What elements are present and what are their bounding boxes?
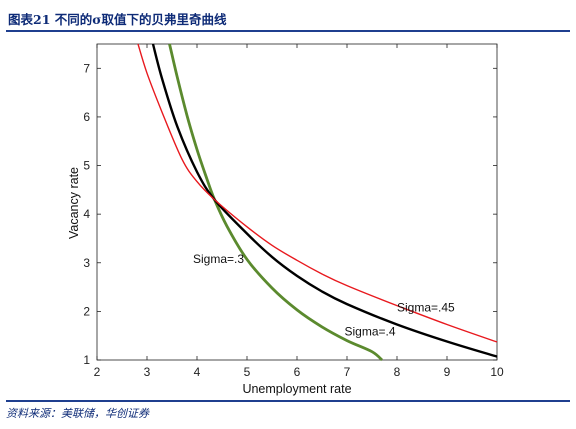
x-tick-label: 4 [194, 365, 201, 379]
x-tick-label: 2 [94, 365, 101, 379]
x-tick-label: 10 [490, 365, 504, 379]
y-tick-label: 4 [83, 207, 90, 221]
y-tick-label: 6 [83, 110, 90, 124]
footer-rule [6, 400, 570, 402]
plot-area [96, 43, 498, 361]
x-tick-label: 6 [294, 365, 301, 379]
series-annotation: Sigma=.45 [397, 300, 455, 314]
y-tick-label: 1 [83, 353, 90, 367]
series-annotation: Sigma=.3 [193, 252, 244, 266]
chart-title: 图表21 不同的σ取值下的贝弗里奇曲线 [8, 12, 227, 27]
series-annotation: Sigma=.4 [345, 325, 396, 339]
source-note: 资料来源：美联储，华创证券 [6, 407, 149, 420]
series-line-sigma-3 [168, 43, 383, 362]
series-line-sigma-45 [137, 43, 498, 343]
x-tick-label: 9 [444, 365, 451, 379]
x-axis-label: Unemployment rate [242, 382, 351, 396]
y-axis-label: Vacancy rate [67, 167, 81, 239]
title-bar: 图表21 不同的σ取值下的贝弗里奇曲线 [6, 8, 570, 32]
y-tick-label: 2 [83, 304, 90, 318]
x-tick-label: 3 [144, 365, 151, 379]
x-tick-label: 7 [344, 365, 351, 379]
x-tick-label: 5 [244, 365, 251, 379]
y-tick-label: 3 [83, 256, 90, 270]
y-tick-label: 7 [83, 61, 90, 75]
y-tick-label: 5 [83, 159, 90, 173]
x-tick-label: 8 [394, 365, 401, 379]
series-line-sigma-4 [151, 43, 498, 358]
